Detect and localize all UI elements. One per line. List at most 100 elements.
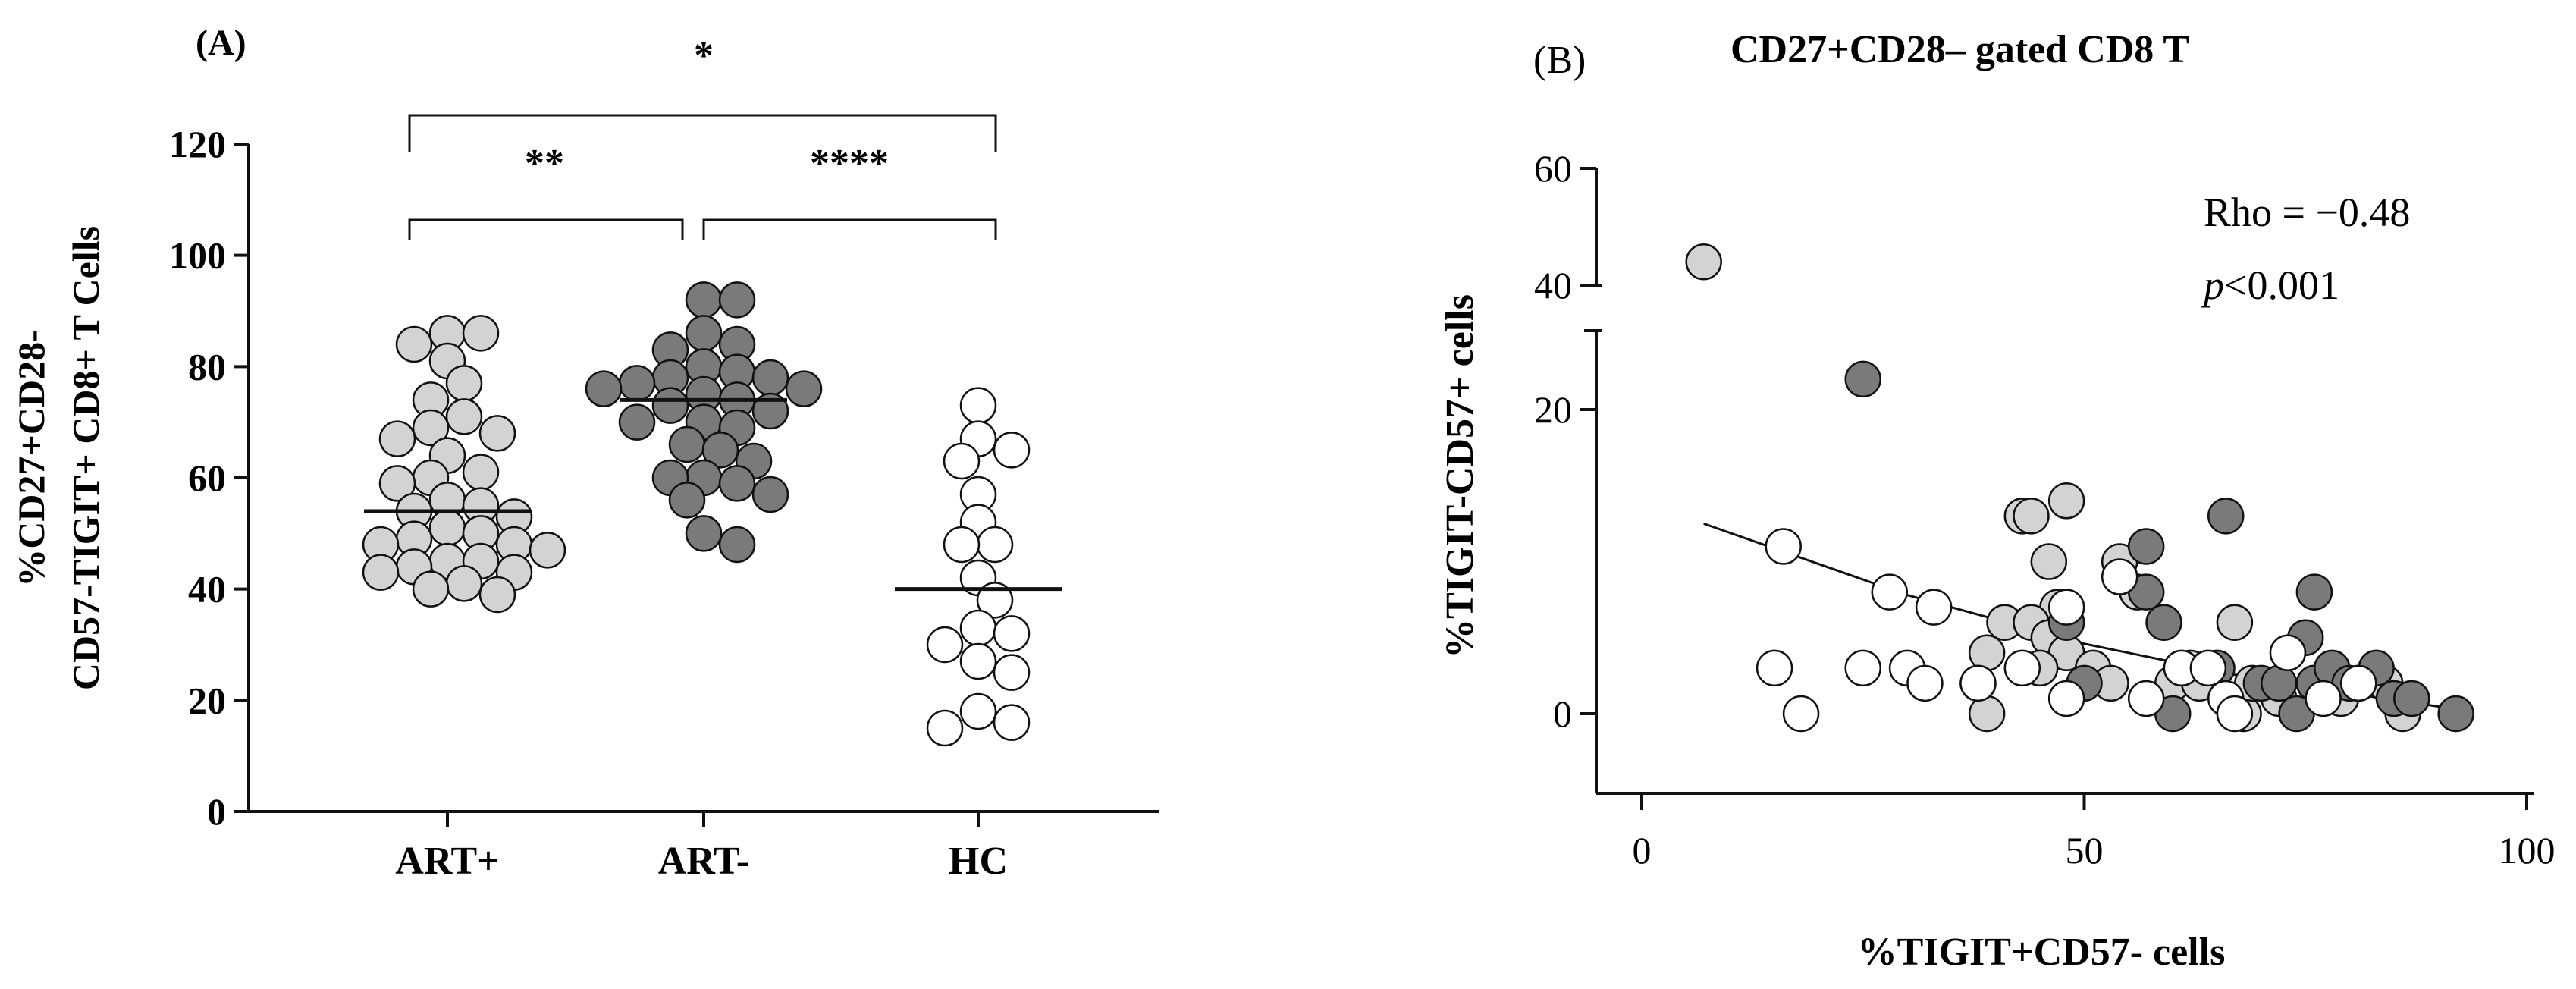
scatter-point-hc (2127, 680, 2165, 717)
scatter-point-hc (1765, 528, 1802, 565)
scatter-point-hc (2189, 649, 2227, 687)
scatter-point-hc (2305, 680, 2342, 717)
data-point-art-plus (445, 398, 483, 435)
panel-a-ylabel-line2: CD57-TIGIT+ CD8+ T Cells (64, 226, 107, 690)
data-point-art-plus (378, 465, 416, 502)
panel-a-ylabel-line1: %CD27+CD28- (10, 329, 52, 587)
scatter-point-hc (2101, 558, 2138, 595)
panel-a-y-tick-label: 0 (207, 790, 226, 833)
data-point-art-minus (651, 387, 689, 424)
scatter-point-hc (1915, 589, 1953, 626)
panel-a-data-points (362, 281, 1031, 747)
scatter-point-hc (1782, 695, 1820, 733)
scatter-point-art-plus (1685, 243, 1722, 281)
panel-a-y-axis: 0 20 40 60 80 100 120 (169, 123, 250, 833)
stats-p-symbol: p (2201, 262, 2224, 308)
data-point-art-minus (701, 432, 739, 469)
panel-a-x-tick-label-art-minus: ART- (658, 840, 750, 883)
data-point-art-minus (668, 482, 706, 519)
bracket-art-plus-vs-art-minus (408, 218, 684, 240)
scatter-point-hc (1871, 573, 1909, 611)
data-point-art-minus (685, 281, 723, 319)
data-point-art-minus (685, 315, 723, 352)
panel-a-x-axis: ART+ ART- HC (249, 810, 1159, 883)
data-point-art-plus (478, 576, 516, 614)
panel-b-x-axis-label: %TIGIT+CD57- cells (1858, 931, 2226, 974)
data-point-art-minus (618, 403, 656, 441)
data-point-hc (993, 654, 1031, 691)
panel-b-x-tick-label: 50 (2066, 829, 2104, 871)
scatter-point-art-minus (2145, 604, 2182, 641)
scatter-point-hc (1844, 649, 1881, 687)
scatter-point-hc (2047, 680, 2085, 717)
scatter-point-art-plus (2216, 604, 2254, 641)
data-point-art-plus (445, 565, 483, 602)
panel-b-x-axis: 0 50 100 (1596, 792, 2556, 871)
scatter-point-hc (1906, 664, 1944, 702)
data-point-art-minus (685, 515, 723, 552)
data-point-art-minus (668, 425, 706, 463)
panel-b-data-points (1685, 243, 2474, 733)
panel-a-label: (A) (196, 23, 246, 63)
correlation-stats: Rho = −0.48 p<0.001 (2201, 190, 2410, 308)
data-point-art-minus (785, 370, 823, 407)
scatter-point-hc (2003, 649, 2041, 687)
bracket-art-plus-vs-hc (408, 114, 997, 152)
data-point-hc (993, 704, 1031, 741)
scatter-point-hc (2340, 664, 2377, 702)
data-point-art-plus (462, 315, 500, 352)
data-point-art-minus (585, 370, 623, 407)
panel-b: (B) CD27+CD28– gated CD8 T %TIGIT-CD57+ … (1439, 28, 2556, 974)
data-point-art-plus (428, 509, 466, 547)
panel-a-y-tick-label: 40 (188, 568, 226, 611)
stats-rho: Rho = −0.48 (2204, 190, 2410, 235)
data-point-art-plus (362, 554, 400, 591)
scatter-point-art-plus (1968, 634, 2006, 672)
scatter-point-hc (1959, 664, 1997, 702)
panel-a-y-tick-label: 60 (188, 457, 226, 499)
panel-a-y-tick-label: 100 (169, 234, 226, 277)
data-point-art-minus (618, 365, 656, 402)
data-point-art-plus (478, 415, 516, 452)
data-point-hc (926, 626, 964, 664)
data-point-hc (993, 615, 1031, 652)
scatter-point-art-minus (1844, 360, 1881, 398)
panel-b-y-tick-label: 60 (1534, 147, 1572, 190)
scatter-point-art-minus (2295, 573, 2333, 611)
data-point-art-plus (395, 325, 433, 363)
panel-a-x-tick-label-art-plus: ART+ (395, 840, 500, 883)
data-point-art-minus (718, 526, 756, 564)
scatter-point-art-plus (2013, 498, 2050, 535)
panel-a-x-tick-label-hc: HC (949, 840, 1008, 883)
scatter-point-art-plus (2047, 482, 2085, 520)
data-point-hc (959, 609, 997, 647)
data-point-art-plus (462, 454, 500, 491)
panel-b-x-tick-label: 0 (1633, 829, 1652, 871)
significance-label-left: ** (525, 142, 564, 185)
data-point-hc (959, 692, 997, 730)
data-point-art-minus (718, 465, 756, 502)
panel-a-y-axis-label: %CD27+CD28- CD57-TIGIT+ CD8+ T Cells (10, 226, 107, 690)
data-point-hc (959, 387, 997, 424)
scatter-point-art-minus (2260, 664, 2298, 702)
scatter-point-hc (2216, 695, 2254, 733)
data-point-art-plus (378, 420, 416, 457)
scatter-point-art-plus (2030, 543, 2068, 580)
scatter-point-art-minus (2207, 498, 2245, 535)
data-point-art-plus (412, 409, 450, 447)
panel-b-title: CD27+CD28– gated CD8 T (1730, 28, 2189, 71)
scatter-point-art-minus (2127, 528, 2165, 565)
panel-b-y-tick-label: 20 (1534, 388, 1572, 431)
significance-brackets: * ** **** (408, 34, 997, 240)
scatter-point-art-plus (1968, 695, 2006, 733)
data-point-art-minus (751, 392, 789, 430)
significance-label-right: **** (810, 142, 889, 185)
scatter-point-art-minus (2393, 680, 2430, 717)
panel-b-y-tick-label: 0 (1553, 692, 1572, 735)
panel-b-x-tick-label: 100 (2499, 829, 2556, 871)
data-point-art-plus (529, 532, 566, 569)
data-point-hc (943, 526, 981, 564)
scatter-point-hc (2047, 589, 2085, 626)
data-point-hc (993, 432, 1031, 469)
scatter-point-art-minus (2437, 695, 2474, 733)
